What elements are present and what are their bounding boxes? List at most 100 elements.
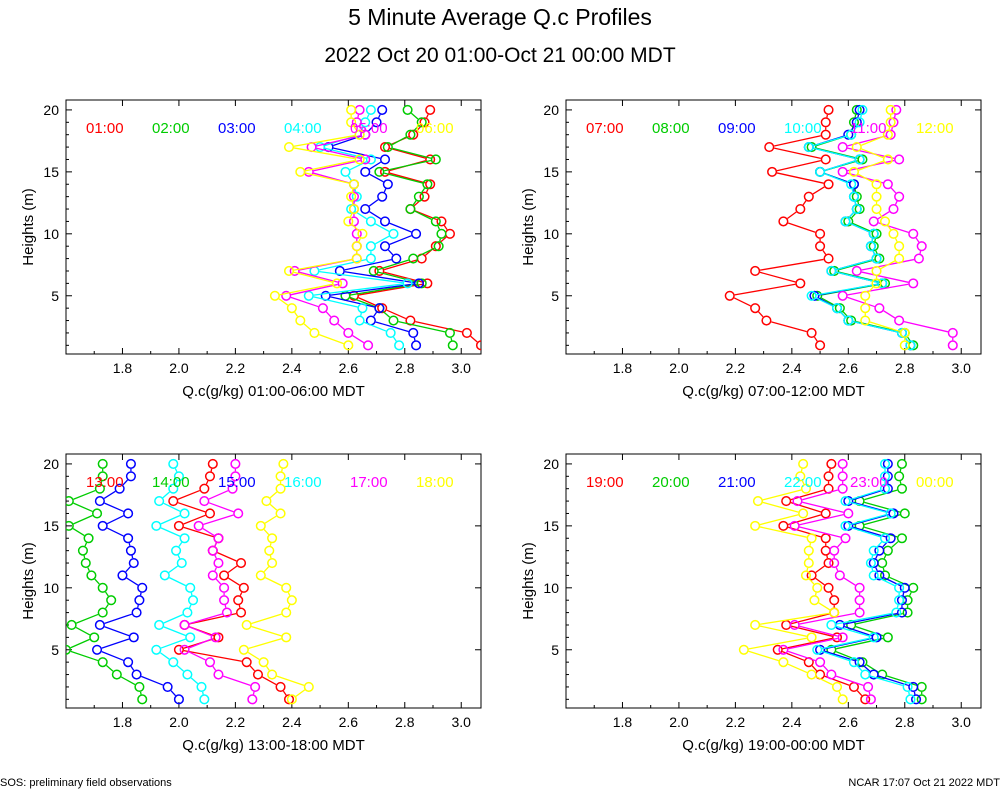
series-line-segment: [919, 250, 922, 254]
series-line-segment: [355, 211, 368, 220]
series-line-segment: [293, 258, 352, 271]
series-line-segment: [190, 677, 199, 685]
data-point: [275, 471, 286, 482]
data-point: [444, 327, 455, 338]
data-point: [354, 154, 365, 165]
data-point: [871, 203, 882, 215]
data-point: [131, 669, 142, 680]
data-point: [168, 657, 179, 668]
series-line-segment: [902, 592, 905, 596]
data-point: [289, 265, 300, 277]
chart-subtitle: 2022 Oct 20 01:00-Oct 21 00:00 MDT: [324, 44, 676, 67]
axis-frame: [565, 99, 982, 355]
data-point: [896, 483, 908, 494]
series-line-segment: [836, 259, 872, 271]
data-point: [303, 681, 314, 692]
data-point: [94, 619, 105, 631]
series-line-segment: [392, 147, 432, 159]
data-point: [905, 694, 916, 705]
data-point: [213, 533, 224, 544]
data-point: [179, 644, 190, 655]
data-point: [117, 570, 128, 581]
series-line-segment: [84, 542, 88, 547]
data-point: [168, 496, 179, 507]
data-point: [247, 694, 258, 705]
data-point: [379, 241, 391, 252]
series-line-segment: [162, 491, 170, 499]
series-line-segment: [214, 554, 217, 559]
series-line-segment: [815, 565, 825, 573]
series-line-segment: [787, 222, 816, 233]
data-point: [185, 582, 196, 593]
series-line-segment: [853, 321, 898, 333]
data-point: [379, 216, 391, 227]
data-point: [750, 303, 761, 314]
series-line-segment: [73, 502, 93, 513]
x-tick-label: 3.0: [452, 714, 472, 730]
series-line-segment: [875, 554, 878, 559]
series-line-segment: [163, 626, 186, 637]
data-point: [179, 619, 190, 631]
data-point: [902, 681, 913, 692]
y-axis-label: Heights (m): [20, 542, 37, 620]
data-point: [357, 228, 368, 239]
data-point: [204, 508, 216, 519]
series-line-segment: [248, 638, 282, 649]
x-tick-label: 2.0: [169, 714, 189, 730]
series-line-segment: [104, 591, 109, 597]
y-tick-label: 10: [43, 226, 59, 242]
series-line-segment: [818, 602, 831, 611]
series-line-segment: [734, 283, 796, 296]
series-line-segment: [857, 114, 860, 118]
y-tick-label: 15: [543, 518, 559, 534]
series-line-segment: [856, 665, 863, 672]
data-point: [252, 669, 264, 680]
series-line-segment: [890, 187, 897, 194]
data-point: [812, 290, 823, 301]
series-line-segment: [208, 490, 229, 500]
data-point: [882, 129, 893, 140]
data-point: [337, 278, 348, 289]
series-line-segment: [443, 225, 448, 231]
series-line-segment: [852, 526, 887, 538]
data-point: [281, 290, 292, 301]
series-line-segment: [188, 651, 206, 661]
series-line-segment: [389, 172, 426, 184]
data-point: [261, 496, 272, 507]
data-point: [207, 570, 218, 581]
data-point: [902, 607, 913, 618]
y-axis-label: Heights (m): [520, 188, 537, 266]
series-line-segment: [799, 612, 855, 625]
data-point: [837, 483, 848, 494]
series-line-segment: [160, 527, 181, 537]
data-point: [97, 582, 108, 593]
data-area: [738, 458, 927, 705]
series-line-segment: [871, 555, 874, 559]
series-line-segment: [389, 235, 412, 245]
data-point: [283, 142, 295, 153]
y-tick-label: 20: [543, 102, 559, 118]
data-point: [874, 303, 885, 314]
legend-entry: 23:00: [850, 474, 888, 491]
data-point: [295, 166, 306, 177]
legend-entry: 06:00: [416, 120, 454, 137]
data-point: [826, 619, 837, 631]
y-tick-label: 10: [543, 580, 559, 596]
legend-entry: 02:00: [152, 120, 190, 137]
data-point: [286, 595, 297, 606]
data-point: [764, 142, 775, 153]
series-line-segment: [215, 578, 222, 585]
data-point: [365, 253, 376, 264]
series-line-segment: [202, 527, 215, 537]
data-point: [896, 327, 908, 338]
data-point: [894, 253, 905, 264]
series-line-segment: [265, 577, 282, 587]
data-point: [267, 533, 278, 544]
data-point: [829, 607, 840, 618]
series-line-segment: [862, 664, 871, 672]
series-line-segment: [899, 481, 902, 484]
series-line-segment: [800, 468, 803, 472]
data-point: [125, 545, 136, 556]
data-point: [391, 253, 402, 264]
data-point: [854, 595, 865, 606]
